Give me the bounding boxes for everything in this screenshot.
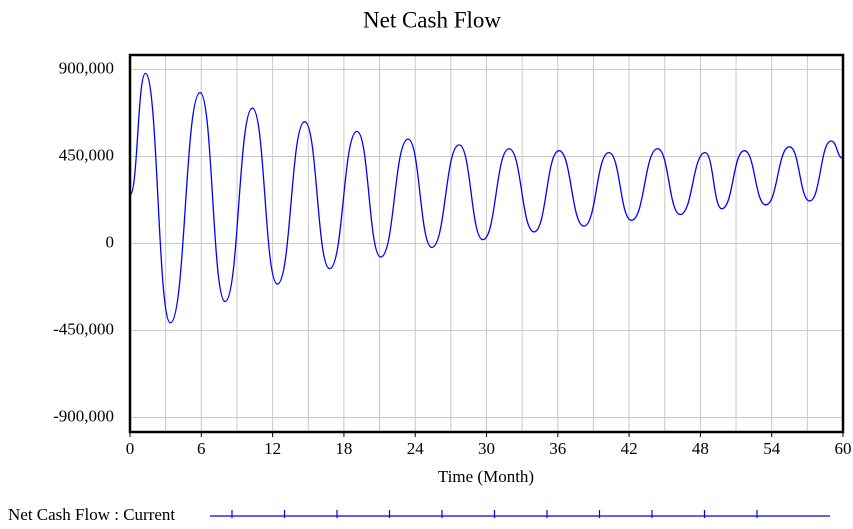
x-tick-label: 30	[478, 439, 495, 458]
chart-title: Net Cash Flow	[363, 7, 501, 32]
x-tick-label: 42	[621, 439, 638, 458]
x-tick-label: 0	[126, 439, 135, 458]
x-tick-label: 12	[264, 439, 281, 458]
x-tick-label: 18	[335, 439, 352, 458]
data-line	[129, 72, 844, 324]
x-tick-label: 54	[763, 439, 781, 458]
x-axis-label: Time (Month)	[438, 467, 534, 486]
y-tick-label: 900,000	[59, 58, 114, 77]
x-tick-label: 6	[197, 439, 206, 458]
x-tick-label: 24	[407, 439, 425, 458]
y-tick-label: -900,000	[53, 406, 114, 425]
x-tick-label: 48	[692, 439, 709, 458]
x-tick-label: 60	[835, 439, 852, 458]
x-tick-label: 36	[549, 439, 566, 458]
y-tick-label: 450,000	[59, 145, 114, 164]
y-tick-label: 0	[106, 232, 115, 251]
y-tick-label: -450,000	[53, 319, 114, 338]
plot-frame	[128, 53, 845, 434]
legend-label: Net Cash Flow : Current	[8, 505, 175, 524]
